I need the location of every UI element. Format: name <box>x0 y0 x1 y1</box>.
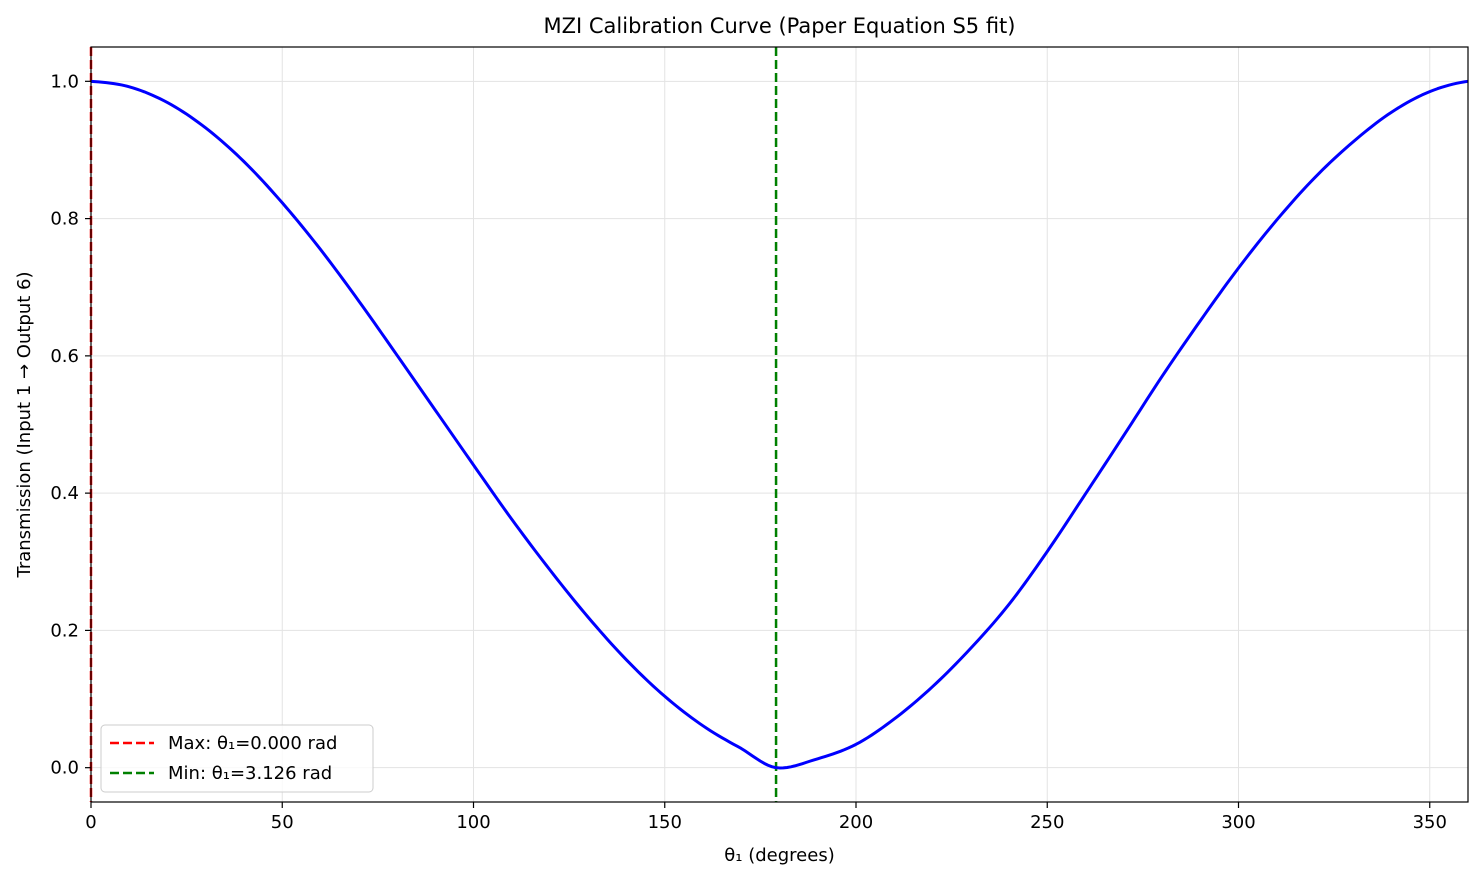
legend-label-max: Max: θ₁=0.000 rad <box>168 733 337 754</box>
x-axis-label: θ₁ (degrees) <box>724 845 834 866</box>
y-tick-label: 0.2 <box>50 620 79 641</box>
plot-frame <box>90 46 1469 803</box>
x-tick-label: 0 <box>85 812 96 833</box>
x-tick-label: 150 <box>648 812 682 833</box>
y-tick-label: 0.0 <box>50 758 79 779</box>
chart-title: MZI Calibration Curve (Paper Equation S5… <box>544 14 1016 38</box>
series-layer <box>90 79 1469 770</box>
x-tick-label: 350 <box>1413 812 1447 833</box>
x-tick-label: 300 <box>1221 812 1255 833</box>
tick-layer: 0 50 100 150 200 250 300 350 0.0 0.2 0.4 0.6 0.8 1.0 <box>50 71 1447 833</box>
plot-area <box>91 47 1468 802</box>
series-line-0 <box>90 79 1469 770</box>
y-tick-label: 0.8 <box>50 209 79 230</box>
y-tick-label: 0.6 <box>50 346 79 367</box>
y-tick-label: 1.0 <box>50 71 79 92</box>
x-tick-label: 250 <box>1030 812 1064 833</box>
legend-box <box>100 724 374 793</box>
x-tick-label: 50 <box>271 812 294 833</box>
legend-label-min: Min: θ₁=3.126 rad <box>168 763 332 784</box>
x-tick-label: 100 <box>456 812 490 833</box>
y-axis-label: Transmission (Input 1 → Output 6) <box>14 271 35 578</box>
legend: Max: θ₁=0.000 rad Min: θ₁=3.126 rad <box>100 724 374 793</box>
x-tick-label: 200 <box>839 812 873 833</box>
y-tick-label: 0.4 <box>50 483 79 504</box>
